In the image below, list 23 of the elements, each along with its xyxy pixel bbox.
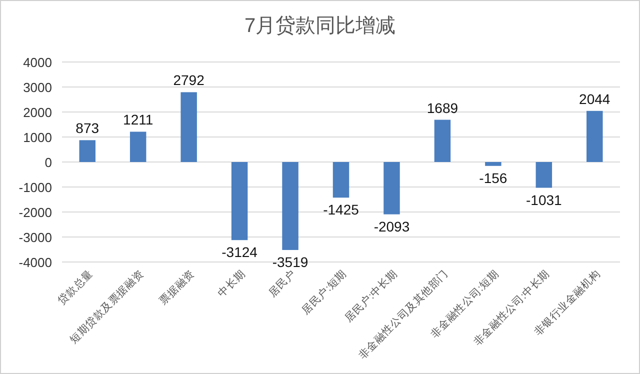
x-tick-label: 中长期 (215, 266, 248, 300)
x-tick-label: 贷款总量 (55, 266, 96, 308)
title: 7月贷款同比增减 (244, 15, 396, 37)
y-tick-label: 2000 (23, 105, 52, 120)
data-label: -1425 (323, 202, 360, 218)
data-label: 2044 (579, 90, 610, 107)
y-tick-label: -4000 (18, 255, 52, 270)
data-label: -156 (479, 170, 508, 186)
data-label: 873 (76, 120, 100, 136)
y-tick-label: -1000 (18, 180, 52, 195)
data-label: 2792 (173, 72, 205, 88)
y-tick-label: -2000 (18, 205, 52, 220)
data-label: -1031 (526, 192, 562, 208)
data-label: 1689 (426, 100, 458, 116)
y-tick-label: 3000 (23, 80, 52, 95)
y-tick-label: -3000 (18, 230, 52, 245)
y-tick-label: 1000 (23, 130, 52, 145)
x-tick-label: 票据融资 (157, 268, 197, 308)
data-label: -3124 (222, 244, 258, 260)
y-tick-label: 4000 (23, 55, 52, 70)
data-label: -2093 (374, 218, 410, 234)
y-tick-label: 0 (44, 155, 52, 170)
data-label: 1211 (123, 112, 154, 128)
